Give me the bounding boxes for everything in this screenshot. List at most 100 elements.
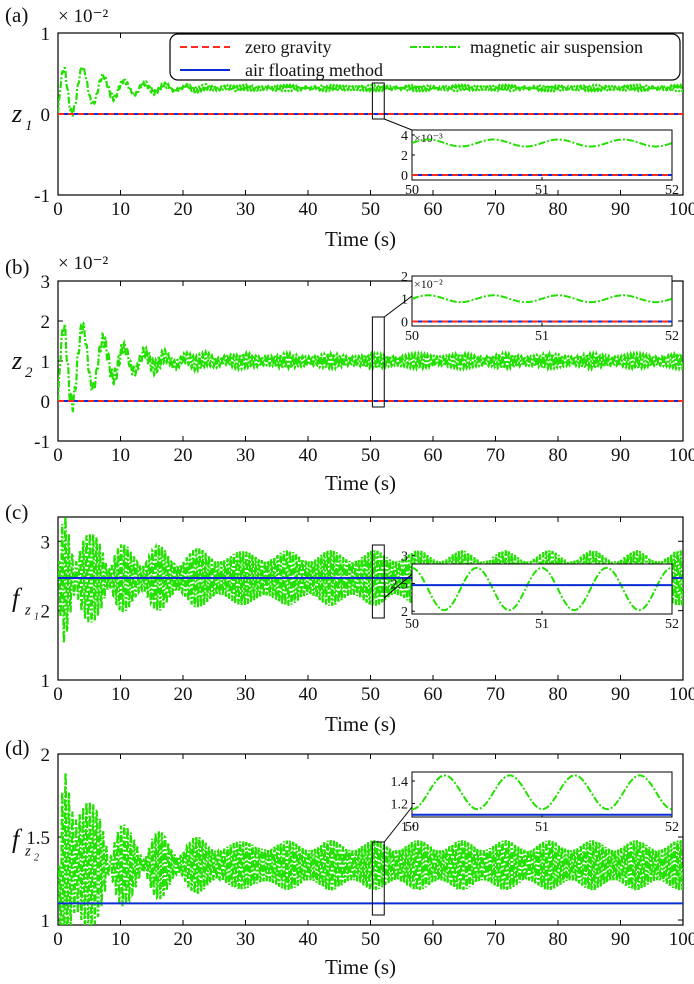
plot-area bbox=[58, 320, 683, 414]
inset-x-tick-label: 51 bbox=[535, 183, 549, 198]
inset-plot-area bbox=[412, 566, 672, 612]
inset-x-tick-label: 52 bbox=[665, 183, 679, 198]
x-tick-label: 0 bbox=[53, 684, 63, 705]
inset-y-tick-label: 1 bbox=[401, 820, 408, 835]
series-magnetic-air-suspension bbox=[58, 320, 683, 414]
legend-label-zero-gravity: zero gravity bbox=[245, 37, 331, 57]
inset-frame bbox=[411, 771, 673, 818]
x-tick-label: 90 bbox=[611, 445, 630, 466]
panel-label: (a) bbox=[5, 3, 28, 27]
y-tick-label: 1 bbox=[41, 671, 51, 692]
inset: 50 51 52 2 2.5 3 bbox=[391, 550, 680, 632]
inset-y-tick-label: 1.4 bbox=[391, 775, 409, 790]
inset-x-tick-label: 50 bbox=[405, 183, 419, 198]
y-tick-label: -1 bbox=[34, 186, 50, 207]
x-tick-label: 10 bbox=[111, 199, 130, 220]
y-tick-label: 2 bbox=[41, 602, 51, 623]
y-tick-label: 2 bbox=[41, 312, 51, 333]
y-tick-label: 3 bbox=[41, 532, 51, 553]
x-tick-label: 60 bbox=[424, 929, 443, 950]
legend-label-magnetic-air-suspension: magnetic air suspension bbox=[470, 37, 643, 57]
legend-frame bbox=[169, 33, 681, 81]
x-axis-label: Time (s) bbox=[325, 227, 396, 251]
inset-x-tick-label: 51 bbox=[535, 329, 549, 344]
inset-x-tick-label: 52 bbox=[665, 820, 679, 835]
inset-x-tick-label: 52 bbox=[665, 617, 679, 632]
y-axis-label-subsubscript: 1 bbox=[34, 612, 39, 623]
zoom-box bbox=[371, 544, 385, 619]
x-tick-label: 90 bbox=[611, 684, 630, 705]
inset-series-magnetic-air-suspension bbox=[412, 138, 672, 148]
panel-label: (b) bbox=[5, 255, 30, 279]
x-tick-label: 30 bbox=[236, 929, 255, 950]
y-axis-label-subsubscript: 2 bbox=[34, 853, 39, 864]
inset-x-tick-label: 50 bbox=[405, 617, 419, 632]
y-tick-label: 0 bbox=[41, 105, 51, 126]
x-tick-label: 80 bbox=[549, 199, 568, 220]
inset-frame bbox=[411, 563, 673, 615]
inset: 50 51 52 0 2 4 ×10⁻³ bbox=[401, 129, 679, 198]
x-tick-label: 80 bbox=[549, 684, 568, 705]
y-axis-label: z bbox=[11, 99, 22, 128]
inset-series-magnetic-air-suspension bbox=[412, 566, 672, 612]
plot-area bbox=[58, 65, 683, 117]
x-tick-label: 100 bbox=[669, 929, 694, 950]
inset: 50 51 52 1 1.2 1.4 bbox=[391, 771, 679, 835]
x-tick-label: 20 bbox=[174, 929, 193, 950]
x-tick-label: 30 bbox=[236, 199, 255, 220]
inset-y-tick-label: 0 bbox=[401, 315, 408, 330]
inset-y-tick-label: 2 bbox=[401, 605, 408, 620]
legend: zero gravity magnetic air suspension air f… bbox=[169, 33, 681, 81]
y-axis-label-subscript: z bbox=[24, 844, 31, 860]
y-tick-label: 1.5 bbox=[26, 828, 50, 849]
x-axis-label: Time (s) bbox=[325, 955, 396, 979]
panel-1: (a) × 10⁻²0 10 20 30 40 50 60 70 80 90 100-101Time … bbox=[5, 3, 694, 251]
x-tick-label: 90 bbox=[611, 199, 630, 220]
inset-x-tick-label: 50 bbox=[405, 329, 419, 344]
inset-x-tick-label: 51 bbox=[535, 820, 549, 835]
y-tick-label: 1 bbox=[41, 352, 51, 373]
inset-plot-area bbox=[412, 774, 672, 816]
x-tick-label: 30 bbox=[236, 684, 255, 705]
x-tick-label: 80 bbox=[549, 929, 568, 950]
x-tick-label: 100 bbox=[669, 199, 694, 220]
x-tick-label: 40 bbox=[299, 445, 318, 466]
panel-4: (d) 0 10 20 30 40 50 60 70 80 90 100 1 1.5 2 Time (s) f z… bbox=[5, 736, 694, 979]
x-tick-label: 50 bbox=[361, 199, 380, 220]
x-tick-label: 100 bbox=[669, 684, 694, 705]
x-tick-label: 10 bbox=[111, 929, 130, 950]
x-axis-label: Time (s) bbox=[325, 712, 396, 736]
inset-frame bbox=[411, 129, 673, 181]
x-tick-label: 30 bbox=[236, 445, 255, 466]
x-tick-label: 10 bbox=[111, 684, 130, 705]
x-tick-label: 40 bbox=[299, 199, 318, 220]
x-tick-label: 70 bbox=[486, 929, 505, 950]
inset-y-tick-label: 4 bbox=[401, 129, 408, 144]
inset-y-tick-label: 2 bbox=[401, 270, 408, 285]
x-tick-label: 0 bbox=[53, 445, 63, 466]
zoom-connector bbox=[383, 806, 413, 843]
panel-2: (b) × 10⁻²0 10 20 30 40 50 60 70 80 90 100-10123Tim… bbox=[5, 253, 694, 495]
x-tick-label: 70 bbox=[486, 199, 505, 220]
exponent-label: × 10⁻² bbox=[58, 253, 108, 274]
inset-y-tick-label: 0 bbox=[401, 169, 408, 184]
y-axis-label-subscript: 2 bbox=[25, 365, 33, 381]
panel-label: (d) bbox=[5, 736, 30, 760]
x-tick-label: 60 bbox=[424, 199, 443, 220]
x-tick-label: 50 bbox=[361, 929, 380, 950]
panel-label: (c) bbox=[5, 500, 28, 524]
zoom-box bbox=[371, 82, 385, 120]
y-axis-label: f bbox=[12, 584, 23, 613]
inset-y-tick-label: 1.2 bbox=[391, 798, 409, 813]
y-tick-label: -1 bbox=[34, 432, 50, 453]
y-axis-label: z bbox=[11, 346, 22, 375]
x-tick-label: 80 bbox=[549, 445, 568, 466]
y-tick-label: 1 bbox=[41, 911, 51, 932]
inset-x-tick-label: 52 bbox=[665, 329, 679, 344]
exponent-label: × 10⁻² bbox=[58, 6, 108, 27]
x-tick-label: 20 bbox=[174, 684, 193, 705]
x-axis-label: Time (s) bbox=[325, 471, 396, 495]
x-tick-label: 0 bbox=[53, 929, 63, 950]
inset-y-tick-label: 2 bbox=[401, 149, 408, 164]
